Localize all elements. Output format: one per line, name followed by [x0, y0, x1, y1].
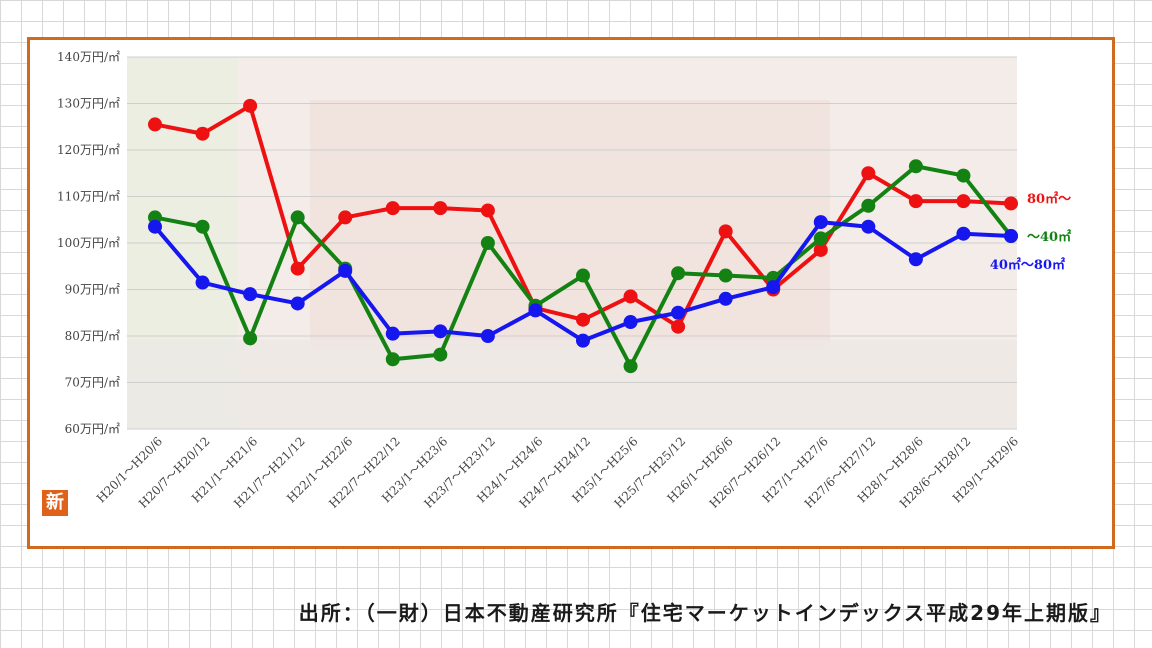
data-point [671, 305, 686, 320]
series-0 [148, 98, 1018, 334]
data-point [623, 289, 638, 304]
source-citation: 出所：（一財）日本不動産研究所『住宅マーケットインデックス平成29年上期版』 [298, 601, 1112, 625]
data-point [861, 198, 876, 213]
series-name-label: 80㎡～ [1027, 191, 1071, 207]
data-point [671, 266, 686, 281]
data-point [195, 126, 210, 141]
new-badge-icon: 新 [42, 490, 68, 516]
y-axis-ticks: 140万円/㎡ 130万円/㎡ 120万円/㎡ 110万円/㎡ 100万円/㎡ 90万円/… [57, 50, 120, 436]
data-point [576, 333, 590, 348]
data-point [766, 280, 781, 295]
y-tick-label: 80万円/㎡ [65, 329, 120, 343]
y-tick-label: 120万円/㎡ [57, 143, 120, 157]
data-point [1004, 229, 1018, 244]
data-point [861, 166, 876, 181]
y-tick-label: 60万円/㎡ [65, 422, 120, 436]
data-point [813, 231, 828, 246]
data-point [813, 215, 828, 230]
data-point [338, 210, 353, 225]
data-point [718, 291, 733, 306]
data-point [433, 324, 448, 339]
data-point [338, 263, 353, 278]
data-point [813, 242, 828, 257]
x-axis-ticks: H20/1～H20/6H20/7～H20/12H21/1～H21/6H21/7～… [94, 434, 1021, 511]
data-point [243, 98, 258, 113]
y-tick-label: 90万円/㎡ [65, 283, 120, 297]
data-point [195, 275, 210, 290]
data-point [480, 329, 495, 343]
data-point [908, 252, 923, 267]
data-point [1004, 196, 1018, 211]
series-name-label: 40㎡～80㎡ [990, 257, 1065, 273]
data-point [148, 219, 162, 234]
data-point [908, 159, 923, 174]
data-point [243, 331, 258, 346]
data-point [290, 210, 305, 225]
data-point [195, 219, 210, 234]
y-tick-label: 130万円/㎡ [57, 97, 120, 111]
data-point [671, 319, 686, 334]
y-tick-label: 140万円/㎡ [57, 50, 120, 64]
data-point [956, 194, 971, 209]
series-name-label: ～40㎡ [1027, 229, 1071, 245]
data-point [433, 201, 448, 216]
data-point [576, 268, 590, 283]
y-tick-label: 70万円/㎡ [65, 376, 120, 390]
data-point [290, 296, 305, 311]
data-point [861, 219, 876, 234]
data-point [385, 352, 400, 367]
data-point [243, 287, 258, 302]
data-point [290, 261, 305, 276]
data-point [718, 224, 733, 239]
data-point [956, 168, 971, 183]
data-point [433, 347, 448, 362]
data-point [385, 326, 400, 341]
line-chart: 140万円/㎡ 130万円/㎡ 120万円/㎡ 110万円/㎡ 100万円/㎡ 90万円/… [57, 50, 1071, 511]
chart-frame: 140万円/㎡ 130万円/㎡ 120万円/㎡ 110万円/㎡ 100万円/㎡ 90万円/… [27, 37, 1115, 549]
series-layer [148, 98, 1018, 374]
data-point [480, 236, 495, 250]
y-tick-label: 110万円/㎡ [57, 190, 120, 204]
data-point [623, 359, 638, 374]
data-point [385, 201, 400, 216]
grid-lines [127, 56, 1017, 430]
data-point [148, 117, 162, 132]
data-point [576, 312, 590, 327]
data-point [480, 203, 495, 218]
series-2 [148, 215, 1018, 348]
data-point [528, 303, 543, 318]
data-point [908, 194, 923, 209]
data-point [956, 226, 971, 241]
y-tick-label: 100万円/㎡ [57, 236, 120, 250]
data-point [623, 315, 638, 330]
series-labels: 80㎡～ ～40㎡ 40㎡～80㎡ [990, 191, 1071, 273]
data-point [718, 268, 733, 283]
